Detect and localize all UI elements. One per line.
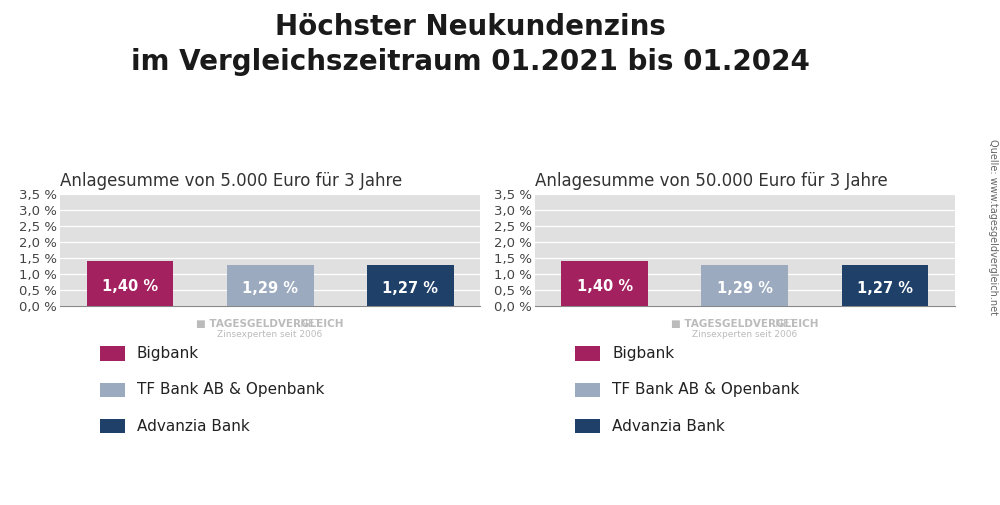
Text: 1,27 %: 1,27 % [857,281,913,296]
Bar [701,265,788,306]
Text: 1,40 %: 1,40 % [577,279,633,294]
Text: Advanzia Bank: Advanzia Bank [137,419,250,434]
Text: Bigbank: Bigbank [137,346,199,361]
Text: 1,29 %: 1,29 % [242,281,298,296]
Text: Anlagesumme von 5.000 Euro für 3 Jahre: Anlagesumme von 5.000 Euro für 3 Jahre [60,172,402,190]
Text: Anlagesumme von 50.000 Euro für 3 Jahre: Anlagesumme von 50.000 Euro für 3 Jahre [535,172,888,190]
Text: Höchster Neukundenzins
im Vergleichszeitraum 01.2021 bis 01.2024: Höchster Neukundenzins im Vergleichszeit… [131,13,809,76]
Text: TF Bank AB & Openbank: TF Bank AB & Openbank [612,382,799,397]
Text: TF Bank AB & Openbank: TF Bank AB & Openbank [137,382,324,397]
Text: Bigbank: Bigbank [612,346,674,361]
Text: ■ TAGESGELDVERGLEICH: ■ TAGESGELDVERGLEICH [671,319,819,329]
Bar [842,265,928,306]
Text: Advanzia Bank: Advanzia Bank [612,419,725,434]
Text: ■ TAGESGELDVERGLEICH: ■ TAGESGELDVERGLEICH [196,319,344,329]
Text: 1,29 %: 1,29 % [717,281,773,296]
Bar [87,261,173,306]
Text: 1,27 %: 1,27 % [382,281,438,296]
Bar [561,261,648,306]
Text: .NET: .NET [694,319,796,329]
Text: 1,40 %: 1,40 % [102,279,158,294]
Text: Zinsexperten seit 2006: Zinsexperten seit 2006 [217,330,323,339]
Text: Zinsexperten seit 2006: Zinsexperten seit 2006 [692,330,798,339]
Bar [367,265,454,306]
Text: Quelle: www.tagesgeldvergleich.net: Quelle: www.tagesgeldvergleich.net [988,139,998,315]
Text: .NET: .NET [219,319,321,329]
Bar [227,265,314,306]
